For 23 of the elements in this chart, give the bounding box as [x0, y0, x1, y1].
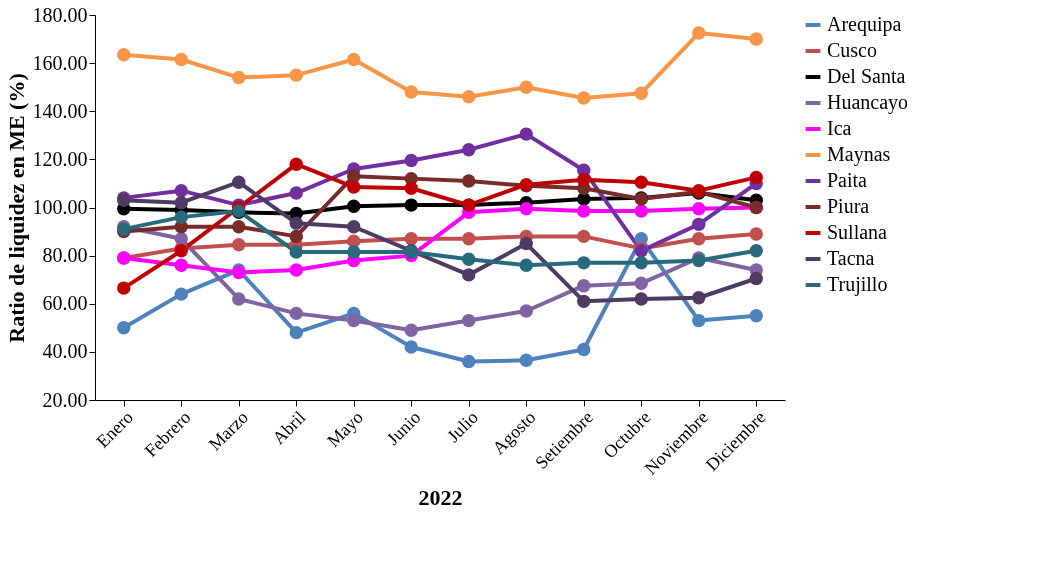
- legend-label: Trujillo: [827, 273, 888, 296]
- legend-label: Tacna: [827, 247, 875, 269]
- legend-label: Arequipa: [827, 13, 902, 36]
- legend-label: Ica: [827, 117, 852, 139]
- x-tick-label: Julio: [443, 407, 482, 446]
- y-tick-label: 100.00: [32, 196, 88, 218]
- y-tick-label: 80.00: [42, 244, 88, 267]
- legend-label: Paita: [827, 169, 868, 191]
- legend-label: Del Santa: [827, 65, 906, 87]
- legend-label: Piura: [827, 195, 870, 217]
- legend-label: Cusco: [827, 39, 877, 61]
- y-tick-label: 180.00: [32, 3, 88, 26]
- y-tick-label: 60.00: [42, 292, 88, 315]
- y-tick-label: 160.00: [32, 51, 88, 74]
- y-tick-label: 20.00: [42, 388, 88, 411]
- legend-label: Sullana: [827, 221, 888, 243]
- y-axis-title: Ratio de liquidez en ME (%): [3, 73, 29, 343]
- legend-label: Maynas: [827, 143, 891, 166]
- legend-label: Huancayo: [827, 91, 909, 114]
- y-tick-label: 120.00: [32, 147, 88, 170]
- y-tick-label: 140.00: [32, 99, 88, 122]
- y-tick-label: 40.00: [42, 340, 88, 363]
- x-axis-title: 2022: [418, 485, 463, 511]
